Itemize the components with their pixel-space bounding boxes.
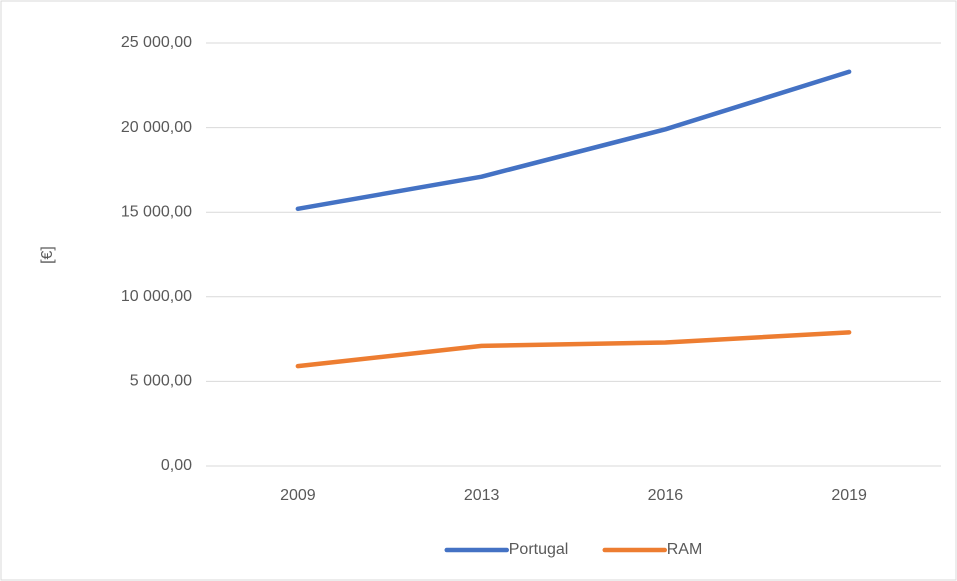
x-tick-label: 2013 <box>464 487 500 504</box>
series-line <box>295 330 852 369</box>
y-tick-label: 0,00 <box>161 457 192 474</box>
legend-label: Portugal <box>509 541 569 558</box>
y-tick-label: 5 000,00 <box>130 373 192 390</box>
y-tick-label: 15 000,00 <box>121 203 192 220</box>
series-line <box>295 69 852 212</box>
x-tick-label: 2009 <box>280 487 316 504</box>
legend-label: RAM <box>667 541 703 558</box>
y-tick-label: 10 000,00 <box>121 288 192 305</box>
x-tick-label: 2019 <box>831 487 867 504</box>
y-tick-label: 25 000,00 <box>121 34 192 51</box>
y-axis-label: [€] <box>39 246 56 264</box>
x-tick-label: 2016 <box>648 487 684 504</box>
y-tick-label: 20 000,00 <box>121 119 192 136</box>
